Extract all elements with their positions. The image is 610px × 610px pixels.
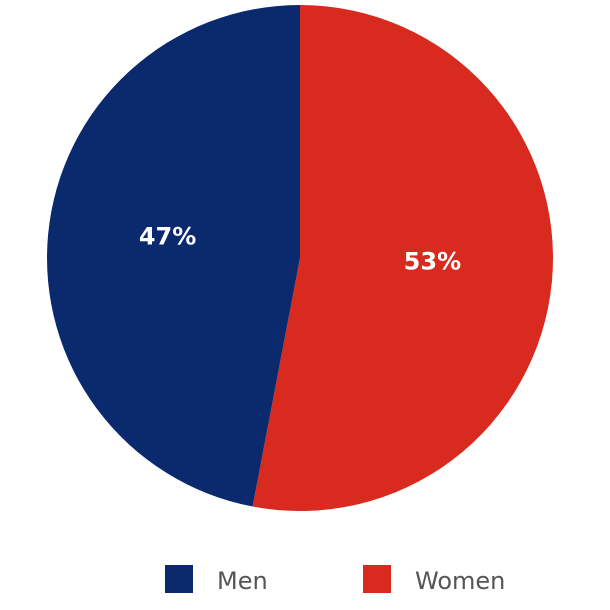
value-label: 47% bbox=[139, 222, 196, 250]
legend-swatch bbox=[165, 565, 193, 593]
pie-slice bbox=[46, 5, 300, 507]
legend-label: Women bbox=[415, 567, 505, 595]
legend-label: Men bbox=[217, 567, 268, 595]
legend-swatch bbox=[363, 565, 391, 593]
value-label: 53% bbox=[404, 248, 461, 276]
pie-slice bbox=[252, 5, 553, 512]
